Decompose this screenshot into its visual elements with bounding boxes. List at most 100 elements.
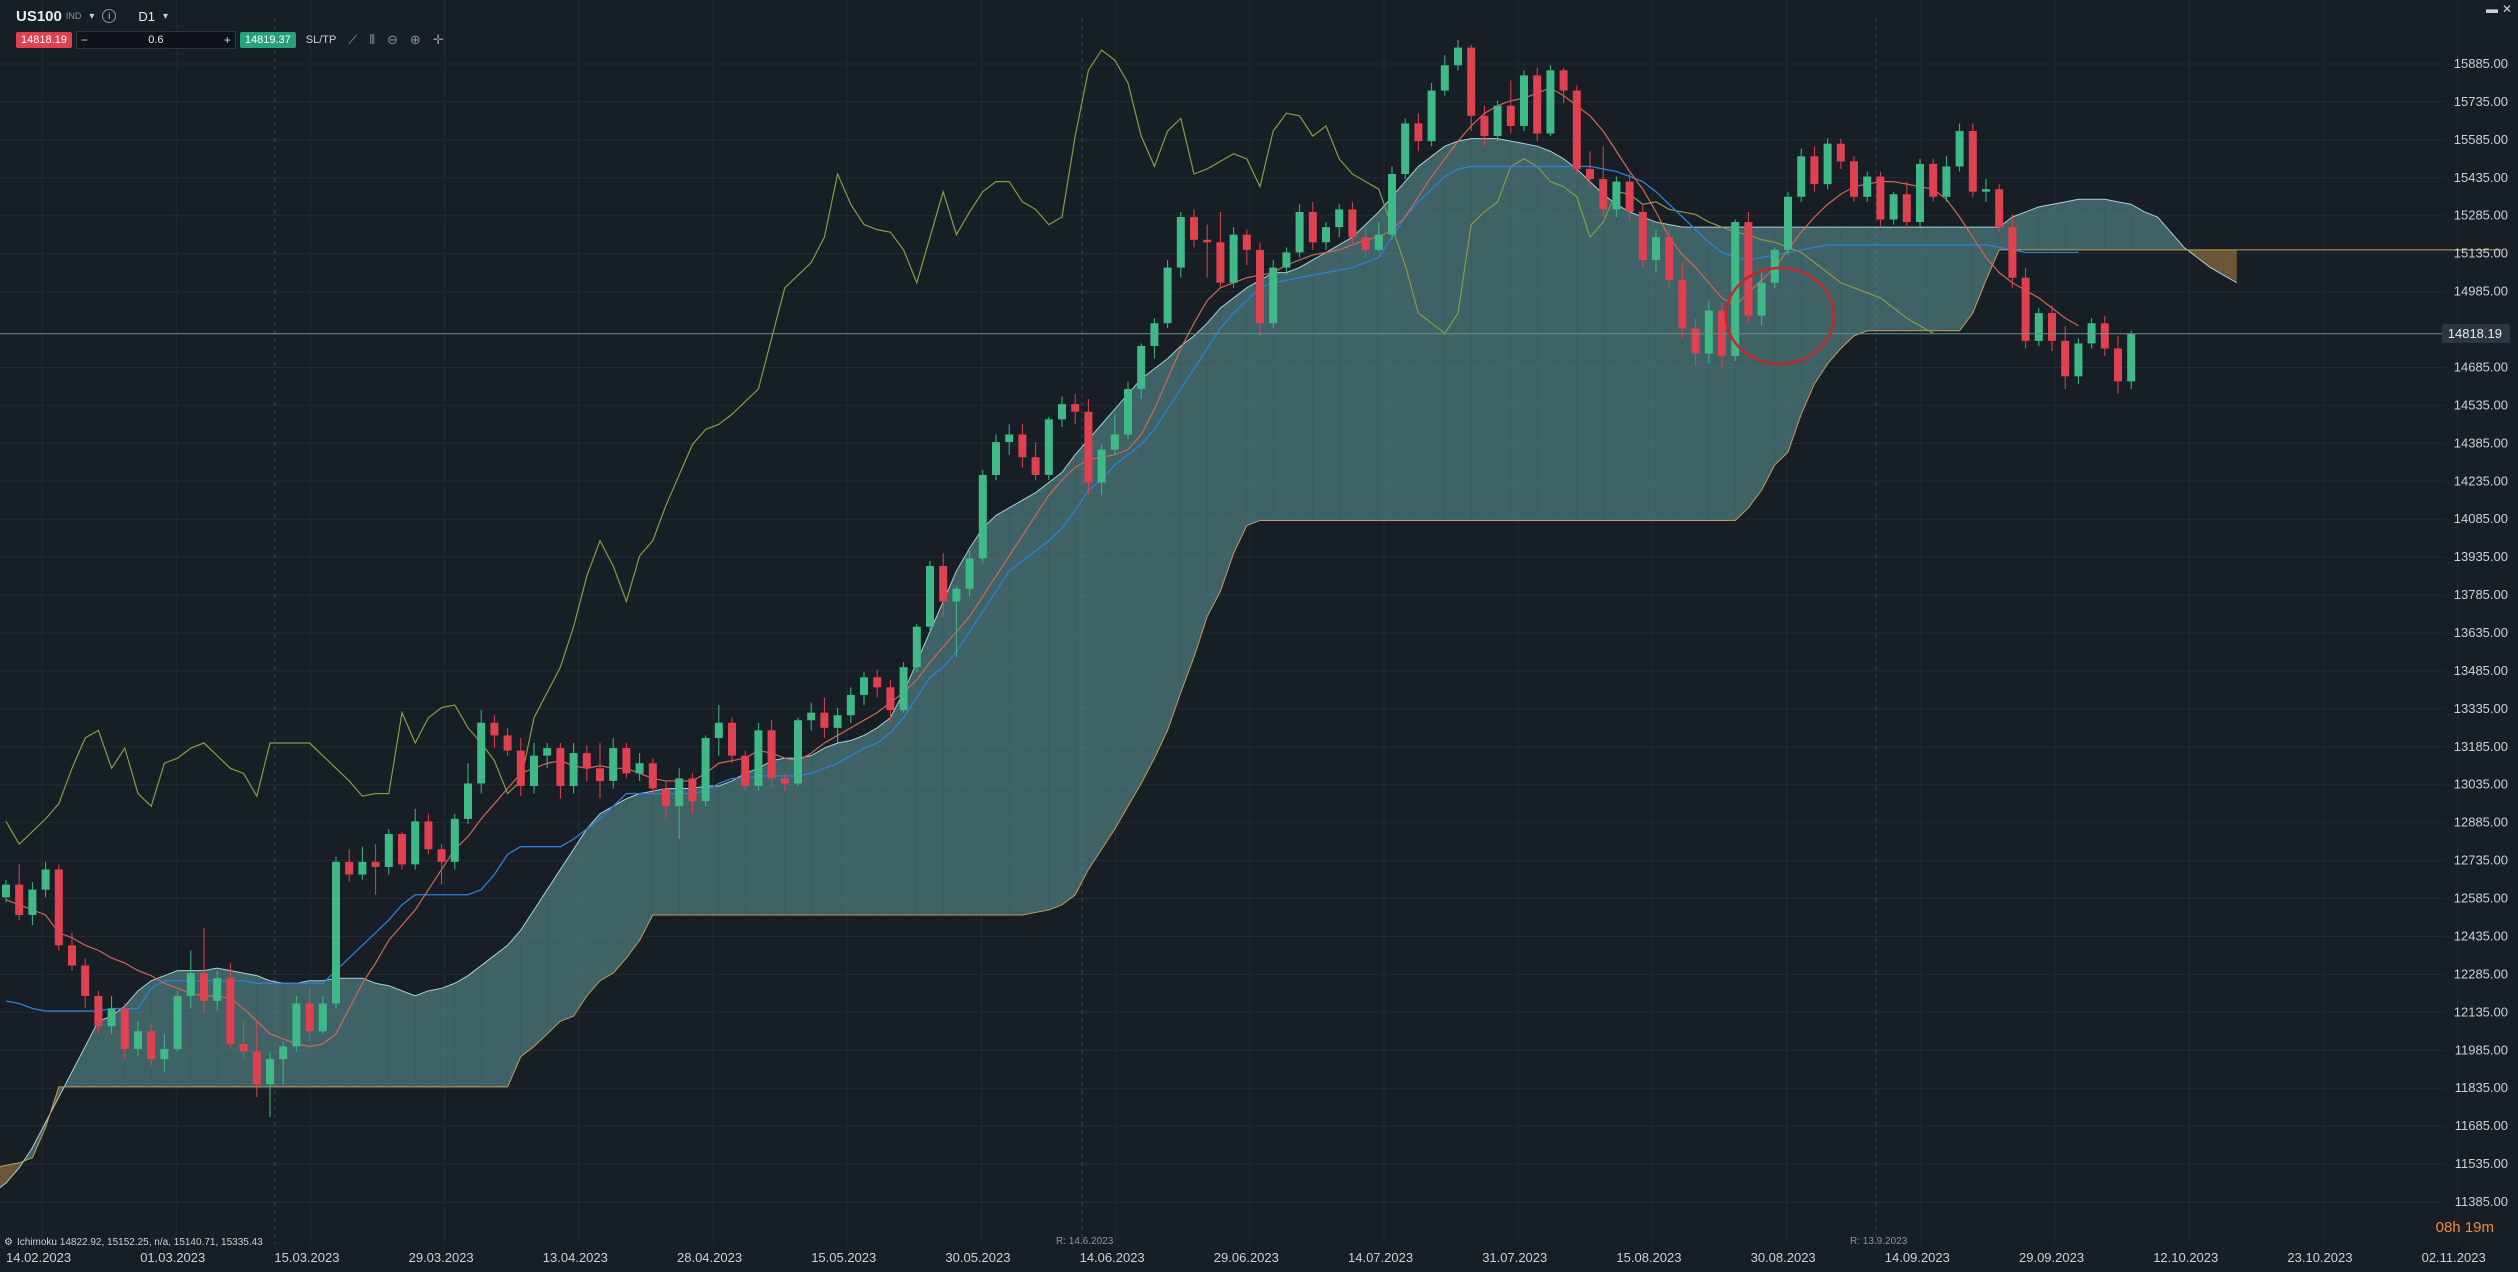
y-axis-tick-label: 15135.00: [2454, 246, 2508, 261]
y-axis-tick-label: 14235.00: [2454, 473, 2508, 488]
candle-body: [516, 750, 525, 786]
timeframe-selector[interactable]: D1: [138, 8, 156, 24]
y-axis-tick-label: 13185.00: [2454, 739, 2508, 754]
candle-body: [1084, 411, 1093, 483]
candle-body: [978, 474, 987, 559]
kumo-segment: [930, 601, 944, 915]
candle-body: [1005, 434, 1014, 443]
close-window-icon[interactable]: ✕: [2501, 2, 2512, 16]
kumo-segment: [2210, 249, 2224, 276]
kumo-segment: [415, 990, 429, 1087]
kumo-segment: [969, 528, 983, 915]
kumo-segment: [864, 727, 878, 915]
candle-body: [543, 748, 552, 756]
restore-window-icon[interactable]: ▬: [2485, 2, 2498, 16]
candle-body: [648, 763, 657, 789]
candle-body: [1995, 189, 2004, 228]
candle-body: [28, 889, 37, 915]
kumo-segment: [692, 785, 706, 915]
kumo-segment: [520, 909, 534, 1057]
symbol-name[interactable]: US100: [16, 7, 62, 25]
y-axis-tick-label: 15435.00: [2454, 170, 2508, 185]
kumo-segment: [534, 889, 548, 1047]
kumo-segment: [1286, 267, 1300, 521]
buy-button[interactable]: 14819.37: [239, 32, 296, 48]
indicators-icon[interactable]: ⫴: [369, 32, 375, 47]
x-axis-tick-label: 13.04.2023: [543, 1250, 608, 1265]
kumo-segment: [2131, 204, 2145, 250]
quantity-stepper[interactable]: − 0.6 +: [75, 31, 236, 49]
candle-body: [965, 558, 974, 589]
kumo-segment: [1444, 141, 1458, 521]
candle-body: [1097, 449, 1106, 483]
candle-body: [860, 677, 868, 695]
quantity-value[interactable]: 0.6: [148, 34, 164, 46]
sltp-button[interactable]: SL/TP: [305, 34, 337, 46]
y-axis-tick-label: 14385.00: [2454, 435, 2508, 450]
symbol-dropdown-icon[interactable]: ▾: [89, 10, 95, 22]
kumo-segment: [402, 990, 416, 1087]
kumo-segment: [1867, 227, 1881, 331]
kumo-segment: [784, 758, 798, 915]
candle-body: [1150, 323, 1159, 346]
decrease-quantity-button[interactable]: −: [80, 33, 88, 47]
indicator-legend[interactable]: ⚙ Ichimoku 14822.92, 15152.25, n/a, 1514…: [4, 1237, 263, 1248]
kumo-segment: [1312, 252, 1326, 521]
x-axis-tick-label: 31.07.2023: [1482, 1250, 1547, 1265]
settings-icon[interactable]: ⚙: [4, 1237, 13, 1248]
candle-body: [279, 1046, 288, 1060]
kumo-segment: [349, 978, 363, 1087]
sell-button[interactable]: 14818.19: [16, 32, 72, 48]
candle-body: [833, 715, 842, 728]
candle-body: [411, 821, 420, 865]
candle-body: [1335, 209, 1344, 228]
kumo-segment: [98, 1016, 112, 1087]
candle-body: [622, 748, 631, 774]
kumo-segment: [1299, 259, 1313, 521]
y-axis-tick-label: 11685.00: [2455, 1118, 2508, 1133]
increase-quantity-button[interactable]: +: [223, 33, 231, 47]
candle-body: [846, 694, 855, 716]
candle-body: [213, 978, 222, 1001]
kumo-segment: [494, 945, 508, 1087]
kumo-segment: [1986, 227, 2000, 281]
kumo-segment: [573, 828, 587, 1017]
zoom-in-icon[interactable]: ⊕: [409, 32, 421, 47]
candle-body: [1916, 163, 1924, 223]
kumo-segment: [309, 980, 323, 1087]
kumo-segment: [1405, 166, 1419, 521]
kumo-segment: [1167, 345, 1181, 731]
candle-body: [2, 884, 10, 898]
kumo-segment: [1141, 368, 1155, 784]
kumo-segment: [1088, 424, 1102, 870]
candle-body: [1044, 419, 1053, 475]
zoom-out-icon[interactable]: ⊖: [386, 32, 398, 47]
x-axis-tick-label: 14.07.2023: [1348, 1250, 1413, 1265]
candle-body: [1889, 194, 1898, 220]
timeframe-dropdown-icon[interactable]: ▾: [163, 10, 169, 22]
candle-body: [450, 818, 459, 862]
x-axis-tick-label: 14.06.2023: [1080, 1250, 1145, 1265]
kumo-segment: [1933, 227, 1947, 331]
kumo-segment: [982, 515, 996, 915]
candle-body: [1190, 216, 1198, 240]
kumo-segment: [652, 788, 666, 915]
crosshair-icon[interactable]: ✛: [432, 32, 444, 47]
x-axis-tick-label: 14.09.2023: [1885, 1250, 1950, 1265]
roll-marker-label: R: 13.9.2023: [1850, 1236, 1908, 1247]
kumo-segment: [1009, 500, 1023, 915]
y-axis-tick-label: 11835.00: [2455, 1080, 2508, 1095]
candle-body: [754, 730, 763, 786]
y-axis-tick-label: 12735.00: [2454, 853, 2508, 868]
symbol-row: US100 IND ▾ i D1 ▾: [16, 6, 168, 26]
candle-body: [1058, 404, 1066, 420]
kumo-segment: [362, 978, 376, 1087]
kumo-segment: [837, 740, 851, 915]
line-chart-icon[interactable]: ⟋: [348, 32, 358, 47]
y-axis-tick-label: 13935.00: [2454, 549, 2508, 564]
x-axis-tick-label: 23.10.2023: [2287, 1250, 2352, 1265]
highlight-circle: [1724, 266, 1836, 366]
info-icon[interactable]: i: [102, 9, 117, 23]
kumo-segment: [1484, 138, 1498, 521]
